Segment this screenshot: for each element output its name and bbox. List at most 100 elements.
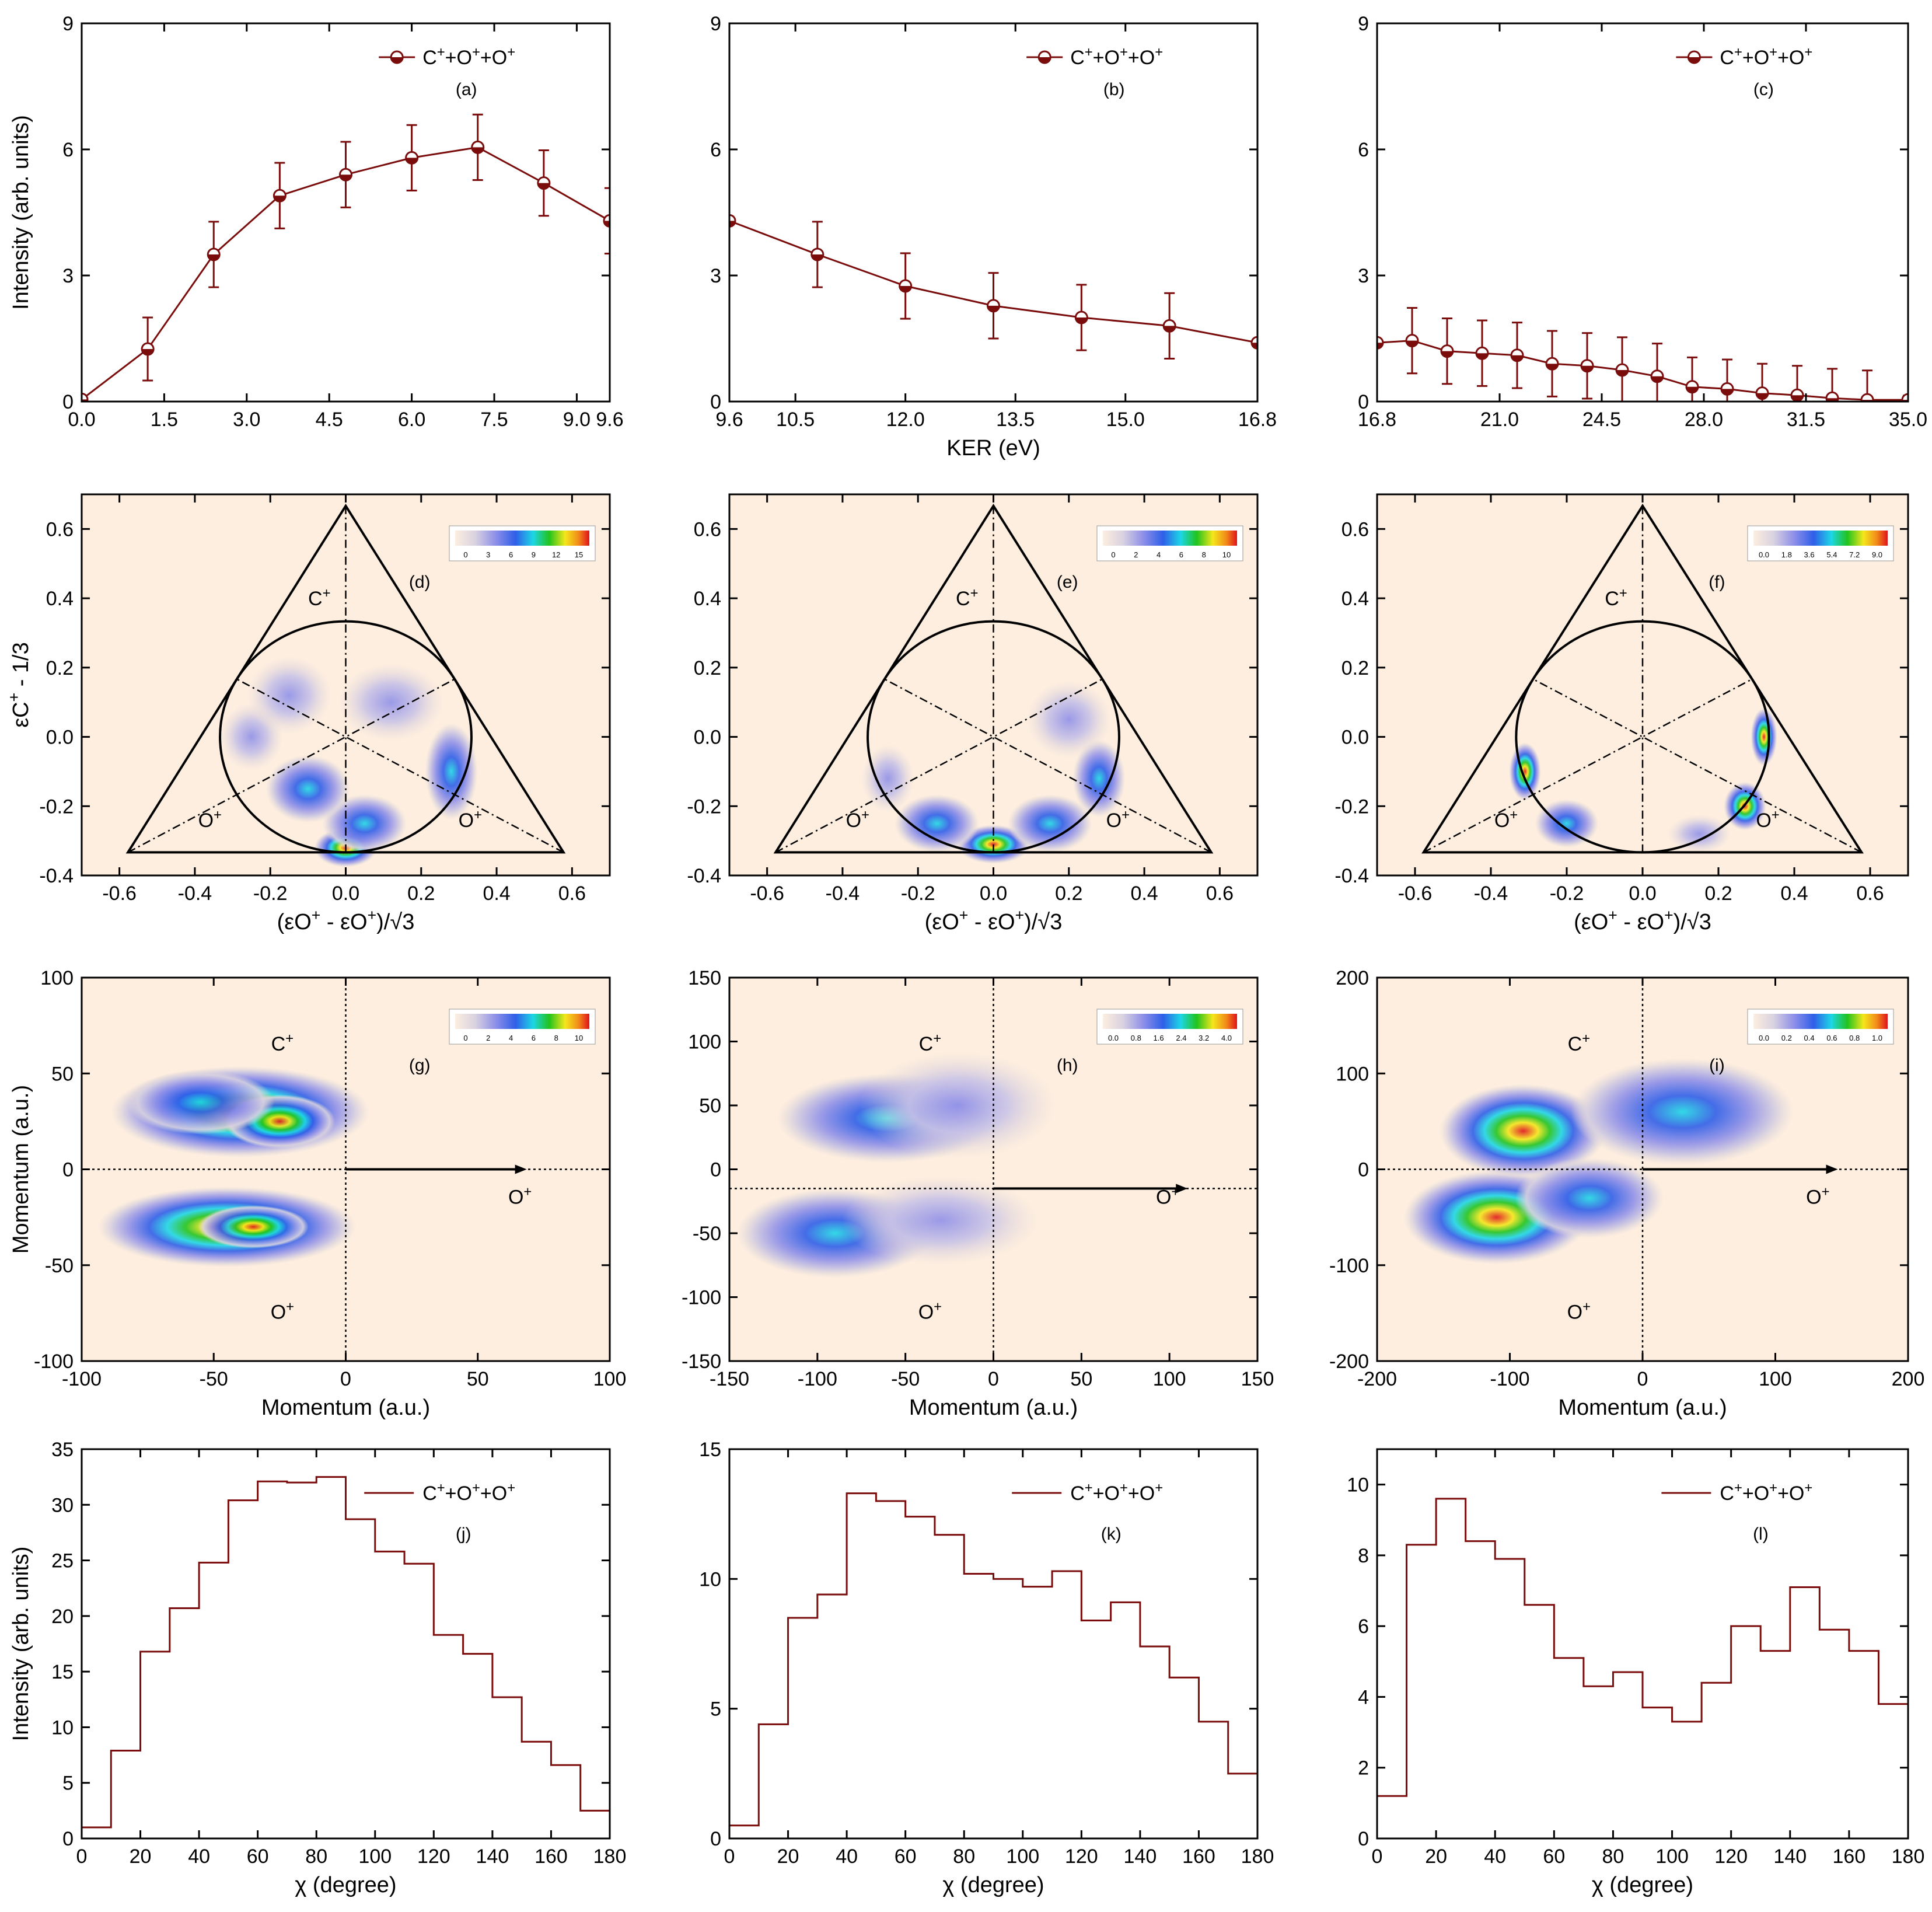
y-axis-label: Momentum (a.u.) xyxy=(9,1085,33,1254)
colorbar-tick-label: 8 xyxy=(554,1034,558,1042)
x-tick-label: 150 xyxy=(1241,1368,1274,1390)
panel-label: (h) xyxy=(1057,1056,1078,1075)
plot-area xyxy=(1377,1498,1908,1797)
legend-label: C++O++O+ xyxy=(1070,1480,1163,1505)
plot-area xyxy=(729,1492,1257,1827)
colorbar-tick-label: 6 xyxy=(1179,550,1183,559)
y-tick-label: 0.0 xyxy=(1341,727,1369,749)
x-tick-label: 0.6 xyxy=(1856,882,1884,905)
colorbar-tick-label: 9.0 xyxy=(1872,550,1882,559)
x-axis-label: χ (degree) xyxy=(1592,1873,1693,1897)
x-tick-label: 40 xyxy=(1484,1845,1506,1868)
x-tick-label: 100 xyxy=(593,1368,627,1390)
legend-marker-fill xyxy=(1039,57,1051,63)
panel-a: C++O++O+ (a) 0.0 1.5 3.0 4.5 6.0 7.5 9.0 9.6 0 3 6 9 I… xyxy=(9,13,624,431)
panel-i: C+ O+ O+ 0.0 0.2 0.4 0.6 0.8 1.0 (i) -200 -100 0 100 2… xyxy=(1329,967,1924,1420)
arrow-head xyxy=(515,1164,527,1174)
density-blob xyxy=(1026,681,1112,759)
plot-area xyxy=(736,1052,1057,1278)
colorbar-tick-label: 0.0 xyxy=(1759,550,1769,559)
panel-b: C++O++O+ (b) 9.6 10.5 12.0 13.5 15.0 16.8 0 3 6 9 KE… xyxy=(710,13,1277,460)
colorbar-tick-label: 2 xyxy=(486,1034,490,1042)
panel-l: C++O++O+ (l) 0 20 40 60 80 100 120 140 160 180 0 2 4 6 8… xyxy=(1347,1448,1924,1897)
x-tick-label: -100 xyxy=(798,1368,837,1390)
y-tick-label: 0.4 xyxy=(46,588,74,610)
panel-c: C++O++O+ (c) 16.8 21.0 24.5 28.0 31.5 35.0 0 3 6 9 xyxy=(1358,13,1927,431)
data-point-fill xyxy=(1616,370,1628,376)
colorbar xyxy=(1753,531,1888,546)
density-blob xyxy=(322,794,407,853)
data-point-fill xyxy=(274,196,286,202)
colorbar-tick-label: 3 xyxy=(486,550,490,559)
colorbar-tick-label: 4.0 xyxy=(1221,1034,1232,1042)
median-line xyxy=(884,678,1212,853)
x-tick-label: 60 xyxy=(1543,1845,1565,1868)
panel-label: (c) xyxy=(1753,80,1774,99)
y-tick-label: -0.4 xyxy=(687,865,721,887)
y-tick-label: 0.0 xyxy=(46,727,74,749)
legend-label: C++O++O+ xyxy=(1720,44,1812,69)
density-blob xyxy=(1515,1157,1664,1238)
colorbar-tick-label: 1.6 xyxy=(1154,1034,1164,1042)
ion-label-c: C+ xyxy=(919,1030,941,1055)
x-tick-label: 50 xyxy=(1070,1368,1092,1390)
y-tick-label: 15 xyxy=(699,1439,721,1461)
x-tick-label: 15.0 xyxy=(1106,409,1145,431)
histogram-series xyxy=(729,1492,1257,1827)
ion-label-o2: O+ xyxy=(918,1299,942,1324)
colorbar-tick-label: 0 xyxy=(1111,550,1115,559)
y-tick-label: -200 xyxy=(1329,1351,1369,1373)
histogram-series xyxy=(1377,1498,1908,1797)
y-tick-label: 0.6 xyxy=(694,518,721,540)
x-tick-label: 100 xyxy=(358,1845,392,1868)
x-tick-label: 20 xyxy=(130,1845,152,1868)
data-point-fill xyxy=(1075,317,1088,323)
panel-label: (l) xyxy=(1753,1524,1769,1544)
colorbar-tick-label: 0.2 xyxy=(1781,1034,1792,1042)
panel-label: (e) xyxy=(1057,573,1078,592)
y-tick-label: -0.2 xyxy=(39,795,74,818)
x-axis-label: Momentum (a.u.) xyxy=(1558,1395,1727,1420)
panel-j: C++O++O+ (j) 0 20 40 60 80 100 120 140 160 180 0 5 10 1… xyxy=(9,1439,626,1897)
x-tick-label: 140 xyxy=(1124,1845,1157,1868)
y-tick-label: 9 xyxy=(710,13,721,35)
y-axis-label: εC+ - 1/3 xyxy=(5,642,33,728)
x-tick-label: 0.2 xyxy=(1704,882,1732,905)
plot-frame xyxy=(81,1448,611,1840)
x-tick-label: 16.8 xyxy=(1358,409,1396,431)
data-point-fill xyxy=(406,158,418,164)
x-tick-label: 180 xyxy=(1241,1845,1274,1868)
x-tick-label: 140 xyxy=(1773,1845,1807,1868)
plot-frame xyxy=(1376,22,1909,403)
arrow-head xyxy=(1826,1164,1838,1174)
ion-label-o1: O+ xyxy=(1806,1184,1829,1209)
y-tick-label: 25 xyxy=(51,1550,74,1572)
y-tick-label: 0.6 xyxy=(1341,518,1369,540)
density-blob xyxy=(861,744,914,812)
ion-label-o2: O+ xyxy=(459,807,482,832)
y-tick-label: 10 xyxy=(699,1568,721,1590)
data-point-fill xyxy=(1377,343,1383,349)
plot-area xyxy=(729,214,1257,360)
x-tick-label: -0.4 xyxy=(826,882,860,905)
x-tick-label: -0.2 xyxy=(901,882,935,905)
y-axis-label: Intensity (arb. units) xyxy=(9,115,33,310)
plot-frame xyxy=(1376,1448,1909,1840)
data-point-fill xyxy=(1406,340,1418,347)
panel-g: C+ O+ O+ 0 2 4 6 8 10 (g) -100 -50 0 50 100 -100 -50 0 50 1… xyxy=(9,967,626,1420)
data-point-fill xyxy=(1164,326,1176,332)
colorbar-tick-label: 8 xyxy=(1202,550,1206,559)
x-tick-label: -50 xyxy=(891,1368,920,1390)
x-tick-label: -0.4 xyxy=(1474,882,1508,905)
x-tick-label: 0 xyxy=(1372,1845,1383,1868)
y-tick-label: 9 xyxy=(62,13,74,35)
median-line xyxy=(1532,678,1862,853)
x-tick-label: -0.2 xyxy=(1550,882,1584,905)
median-line xyxy=(236,678,564,853)
x-tick-label: 20 xyxy=(777,1845,799,1868)
x-tick-label: 35.0 xyxy=(1889,409,1927,431)
y-tick-label: 3 xyxy=(1358,265,1369,287)
y-tick-label: -150 xyxy=(682,1351,721,1373)
y-tick-label: 100 xyxy=(1336,1063,1369,1085)
